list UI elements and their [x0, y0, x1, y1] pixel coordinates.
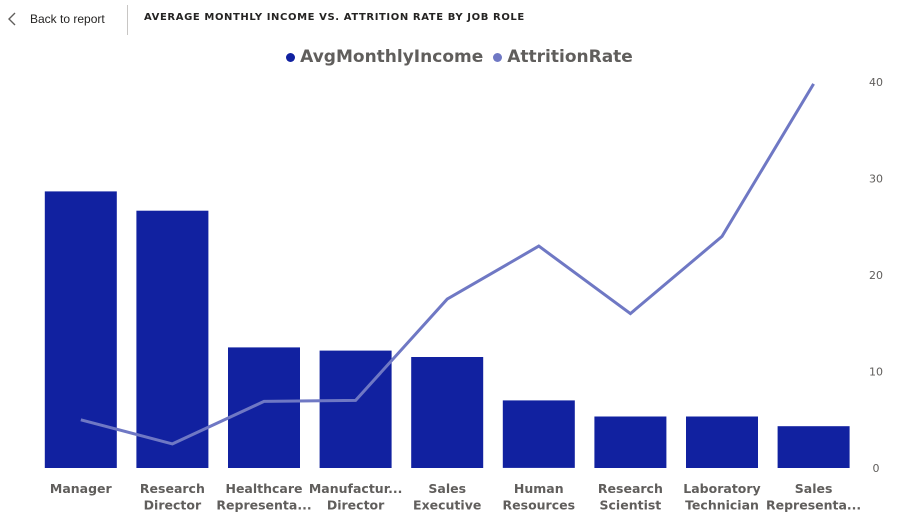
y-axis-tick-label: 30	[869, 173, 883, 186]
chevron-left-icon	[8, 12, 16, 26]
income-bar[interactable]	[502, 400, 575, 468]
income-bar[interactable]	[411, 357, 484, 468]
x-axis-label: Technician	[685, 498, 759, 513]
legend-marker-attrition	[493, 52, 503, 62]
x-axis-label: Sales	[428, 481, 466, 496]
x-axis-label: Director	[327, 498, 385, 513]
income-bar[interactable]	[228, 347, 300, 468]
x-axis-label: Healthcare	[225, 481, 302, 496]
y-axis-tick-label: 40	[869, 76, 883, 89]
x-axis-label: Representa...	[216, 498, 311, 513]
x-axis-label: Manufactur...	[309, 481, 402, 496]
income-bar[interactable]	[44, 191, 117, 468]
attrition-rate-line[interactable]	[80, 83, 815, 446]
income-bar[interactable]	[686, 416, 758, 469]
x-axis-label: Director	[144, 498, 202, 513]
y-axis-tick-label: 20	[869, 269, 883, 282]
x-axis-label: Human	[514, 481, 564, 496]
legend-marker-income	[286, 52, 296, 62]
right-axis-ticks: 0 10 20 30 40	[869, 76, 883, 475]
x-axis-label: Resources	[503, 498, 576, 513]
x-axis-label: Research	[598, 481, 663, 496]
chart-title: AVERAGE MONTHLY INCOME VS. ATTRITION RAT…	[144, 12, 525, 23]
chart-legend: AvgMonthlyIncome AttritionRate	[0, 44, 919, 70]
income-bar[interactable]	[594, 416, 667, 469]
x-axis-label: Sales	[795, 481, 833, 496]
income-bar[interactable]	[319, 350, 392, 468]
y-axis-tick-label: 0	[873, 462, 880, 475]
x-axis-label: Executive	[413, 498, 481, 513]
back-to-report-button[interactable]: Back to report	[6, 6, 105, 32]
x-axis-label: Research	[140, 481, 205, 496]
x-axis-label: Representa...	[766, 498, 861, 513]
x-axis-label: Laboratory	[683, 481, 760, 496]
top-bar: Back to report AVERAGE MONTHLY INCOME VS…	[0, 0, 919, 38]
back-to-report-label: Back to report	[30, 12, 105, 26]
legend-item-attrition[interactable]: AttritionRate	[493, 47, 633, 67]
income-bar[interactable]	[777, 426, 850, 468]
x-axis-label: Manager	[50, 481, 113, 496]
legend-item-income[interactable]: AvgMonthlyIncome	[286, 47, 483, 67]
x-axis-label: Scientist	[600, 498, 662, 513]
header-divider	[127, 5, 128, 35]
x-axis-labels: Manager Research Director Healthcare Represe…	[50, 481, 861, 513]
income-bar[interactable]	[136, 210, 209, 468]
income-bars	[44, 191, 850, 469]
legend-label-income: AvgMonthlyIncome	[300, 47, 484, 67]
y-axis-tick-label: 10	[869, 366, 883, 379]
legend-label-attrition: AttritionRate	[507, 47, 633, 67]
